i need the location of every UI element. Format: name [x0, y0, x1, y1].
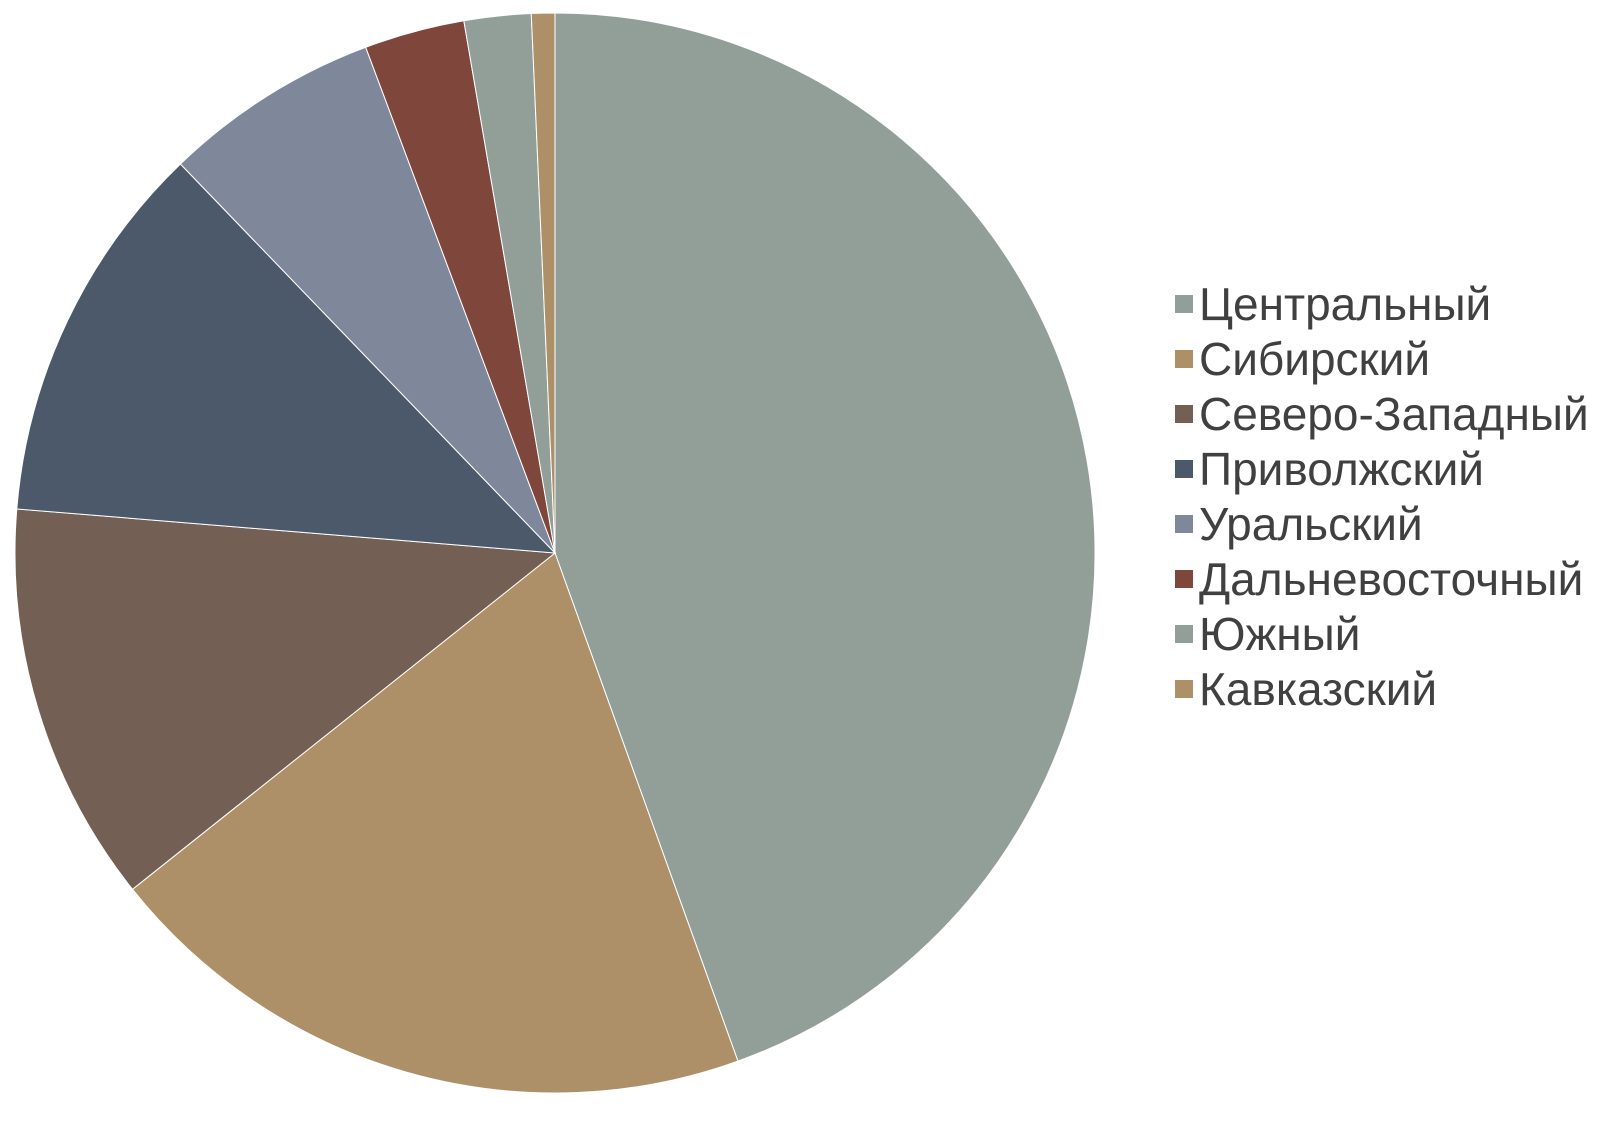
legend-label: Южный: [1199, 607, 1361, 660]
pie-slice-2: [131, 552, 739, 1094]
pie-slice-5: [179, 46, 556, 554]
legend-swatch: [1175, 404, 1193, 423]
legend-label: Приволжский: [1199, 442, 1484, 495]
chart-legend: Центральный Сибирский Северо-Западный Приво…: [1175, 276, 1589, 716]
legend-item: Центральный: [1175, 276, 1589, 331]
legend-label: Северо-Западный: [1199, 387, 1589, 440]
legend-item: Уральский: [1175, 496, 1589, 551]
legend-swatch: [1175, 459, 1193, 478]
legend-label: Центральный: [1199, 277, 1492, 330]
legend-item: Сибирский: [1175, 331, 1589, 386]
legend-swatch: [1175, 514, 1193, 533]
legend-item: Кавказский: [1175, 661, 1589, 716]
legend-item: Приволжский: [1175, 441, 1589, 496]
legend-swatch: [1175, 624, 1193, 643]
legend-swatch: [1175, 349, 1193, 368]
legend-item: Северо-Западный: [1175, 386, 1589, 441]
pie-slice-1: [554, 12, 1096, 1062]
legend-item: Южный: [1175, 606, 1589, 661]
legend-label: Кавказский: [1199, 662, 1438, 715]
legend-swatch: [1175, 679, 1193, 698]
legend-label: Сибирский: [1199, 332, 1431, 385]
legend-label: Дальневосточный: [1199, 552, 1584, 605]
legend-swatch: [1175, 569, 1193, 588]
legend-swatch: [1175, 294, 1193, 313]
legend-item: Дальневосточный: [1175, 551, 1589, 606]
pie-slice-3: [14, 508, 557, 891]
pie-slice-8: [530, 12, 556, 554]
pie-slice-4: [16, 163, 557, 554]
legend-label: Уральский: [1199, 497, 1423, 550]
